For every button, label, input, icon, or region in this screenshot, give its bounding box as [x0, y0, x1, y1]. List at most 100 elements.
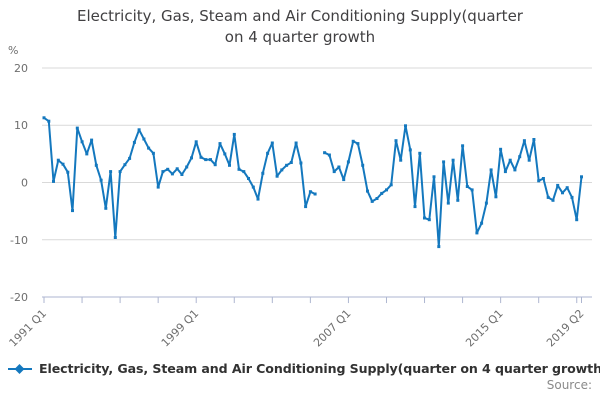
legend-label: Electricity, Gas, Steam and Air Conditio… — [39, 361, 600, 376]
data-point-marker — [251, 185, 255, 189]
data-point-marker — [113, 236, 117, 239]
data-point-marker — [389, 183, 393, 187]
data-point-marker — [85, 152, 89, 156]
data-point-marker — [213, 163, 217, 167]
data-point-marker — [266, 151, 270, 155]
data-point-marker — [489, 168, 493, 172]
legend-item: Electricity, Gas, Steam and Air Conditio… — [7, 361, 600, 376]
data-point-marker — [346, 160, 350, 164]
data-point-marker — [366, 189, 369, 193]
data-point-marker — [66, 170, 70, 174]
data-point-marker — [308, 190, 312, 194]
data-point-marker — [437, 245, 441, 249]
data-point-marker — [71, 209, 74, 213]
data-point-marker — [527, 158, 531, 162]
y-tick-label: -20 — [10, 291, 28, 304]
data-point-marker — [237, 167, 241, 171]
data-point-marker — [123, 163, 127, 167]
data-point-marker — [380, 191, 384, 195]
data-point-marker — [575, 218, 579, 222]
data-point-marker — [280, 168, 284, 172]
series-line — [324, 124, 583, 248]
data-point-marker — [99, 178, 103, 182]
data-point-marker — [484, 201, 488, 205]
data-point-marker — [551, 198, 555, 202]
data-point-marker — [565, 186, 569, 190]
data-point-marker — [118, 170, 122, 174]
data-point-marker — [132, 140, 136, 144]
data-point-marker — [541, 177, 545, 180]
data-point-marker — [294, 141, 298, 145]
data-point-marker — [161, 170, 165, 174]
data-point-marker — [394, 139, 398, 143]
data-point-marker — [351, 139, 355, 143]
data-point-marker — [175, 167, 179, 171]
data-point-marker — [223, 152, 227, 156]
data-point-marker — [518, 155, 522, 159]
data-point-marker — [190, 156, 193, 160]
data-point-marker — [456, 198, 460, 202]
data-point-marker — [128, 156, 132, 160]
chart-title-line1: Electricity, Gas, Steam and Air Conditio… — [77, 7, 523, 25]
data-point-marker — [75, 126, 79, 130]
data-point-marker — [47, 119, 51, 123]
data-point-marker — [337, 165, 341, 169]
data-point-marker — [451, 158, 455, 162]
data-point-marker — [94, 163, 98, 167]
data-point-marker — [147, 146, 151, 150]
x-tick-label: 2007 Q1 — [311, 307, 354, 350]
chart-title-line2: on 4 quarter growth — [224, 28, 376, 46]
data-point-marker — [537, 179, 541, 183]
data-point-marker — [342, 178, 346, 182]
data-point-marker — [522, 139, 526, 143]
x-tick-label: 1991 Q1 — [7, 307, 50, 350]
data-point-marker — [289, 161, 293, 164]
x-tick-label: 1999 Q1 — [159, 307, 202, 350]
data-point-marker — [461, 144, 465, 148]
x-tick-label: 2019 Q2 — [544, 307, 587, 350]
data-point-marker — [423, 216, 426, 220]
data-point-marker — [156, 185, 160, 189]
legend-line-marker-icon — [8, 363, 32, 374]
data-point-marker — [104, 206, 108, 210]
data-point-marker — [432, 175, 436, 179]
data-point-marker — [546, 195, 550, 199]
data-point-marker — [209, 158, 212, 162]
data-point-marker — [261, 171, 265, 175]
data-point-marker — [242, 170, 246, 174]
data-point-marker — [270, 141, 274, 145]
data-point-marker — [332, 170, 336, 174]
data-point-marker — [327, 153, 331, 157]
data-point-marker — [232, 132, 236, 136]
series-line — [43, 116, 316, 239]
source-label: Source: — [546, 378, 592, 392]
x-tick-label: 2015 Q1 — [463, 307, 506, 350]
y-tick-label: 0 — [21, 177, 28, 190]
data-point-marker — [361, 163, 365, 167]
data-point-marker — [442, 160, 446, 164]
data-point-marker — [256, 197, 260, 201]
data-point-marker — [446, 201, 450, 205]
data-point-marker — [494, 195, 498, 199]
data-point-marker — [465, 185, 469, 188]
data-point-marker — [370, 199, 374, 203]
data-point-marker — [427, 218, 431, 222]
data-point-marker — [561, 191, 564, 195]
data-point-marker — [137, 128, 141, 132]
data-point-marker — [299, 161, 303, 165]
data-point-marker — [180, 173, 184, 176]
data-point-marker — [170, 172, 174, 176]
data-point-marker — [556, 183, 560, 187]
data-point-marker — [475, 231, 479, 235]
data-point-marker — [166, 167, 170, 171]
y-tick-label: 20 — [14, 62, 28, 75]
data-point-marker — [408, 148, 412, 152]
data-point-marker — [513, 168, 517, 172]
data-point-marker — [375, 197, 379, 200]
data-point-marker — [503, 170, 507, 174]
data-point-marker — [247, 177, 250, 180]
data-point-marker — [570, 195, 574, 199]
data-point-marker — [313, 192, 317, 196]
data-point-marker — [185, 165, 189, 169]
